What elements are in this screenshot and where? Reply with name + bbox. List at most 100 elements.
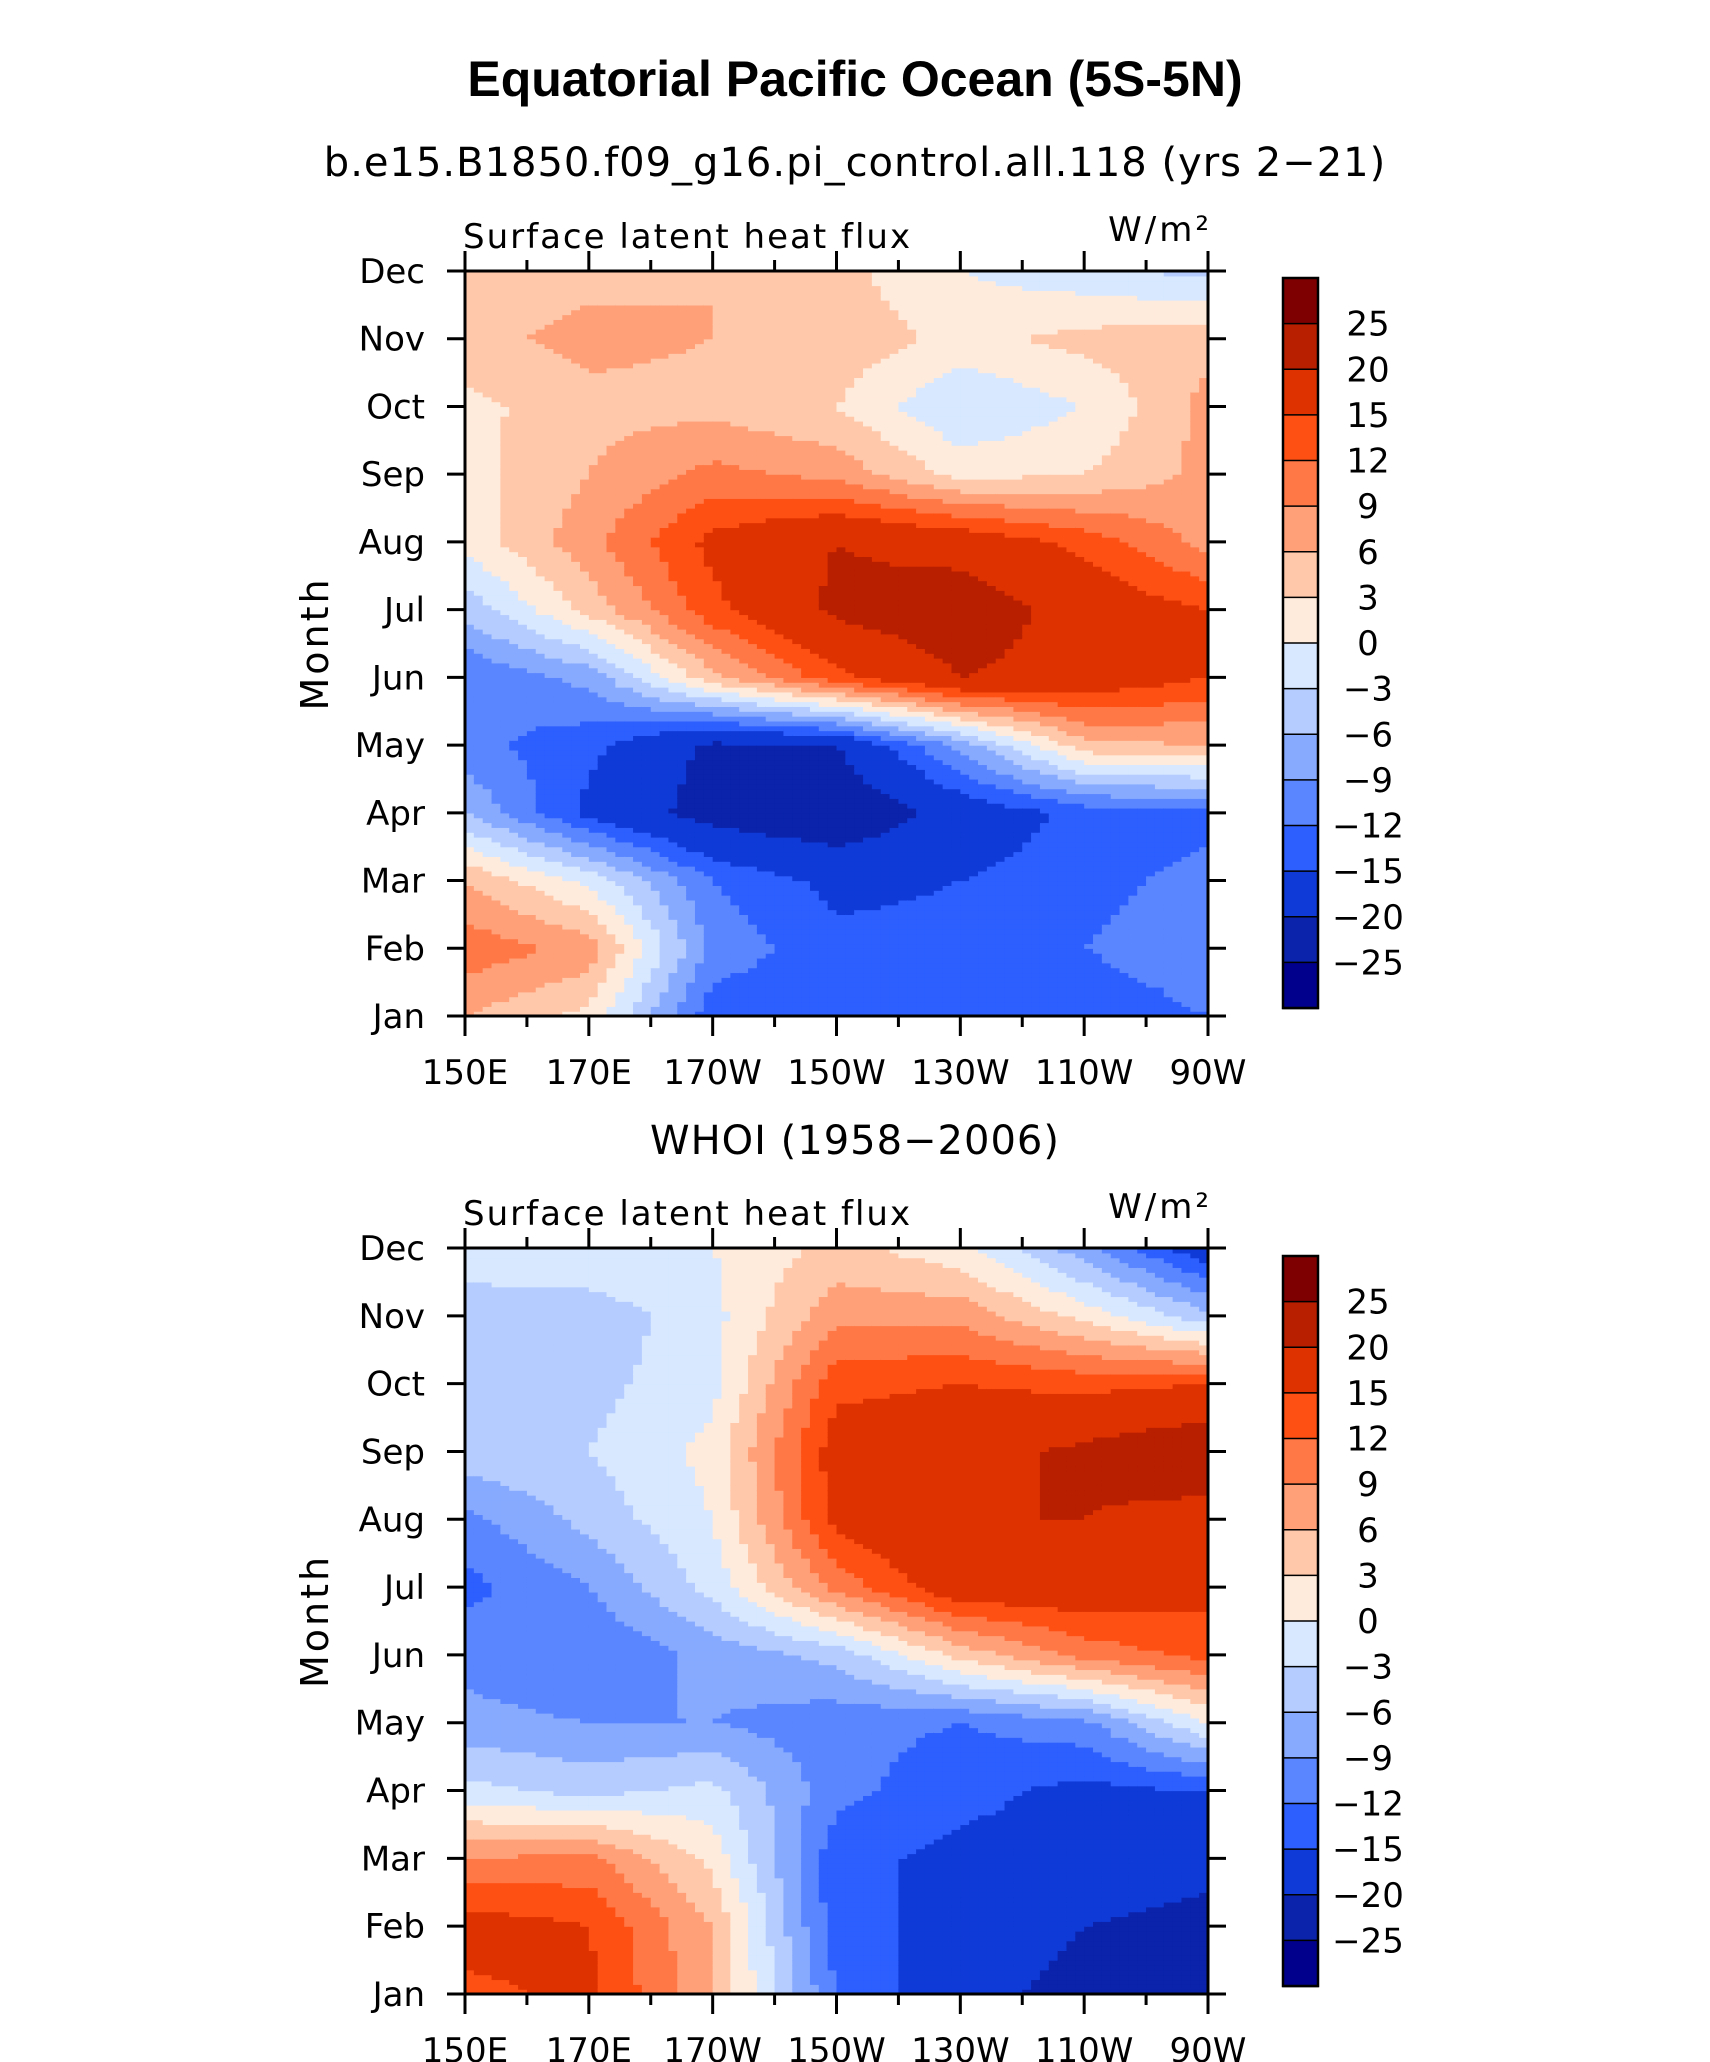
heat-cell xyxy=(491,329,501,335)
heat-cell xyxy=(686,658,696,664)
heat-cell xyxy=(624,778,634,785)
heat-cell xyxy=(588,580,599,587)
heat-cell xyxy=(579,914,590,920)
heat-cell xyxy=(615,556,625,562)
heat-cell xyxy=(571,701,581,707)
heat-cell xyxy=(606,595,616,601)
heat-cell xyxy=(694,367,705,374)
heat-cell xyxy=(491,875,501,882)
heat-cell xyxy=(730,846,740,853)
heat-cell xyxy=(641,812,652,819)
heat-cell xyxy=(553,275,563,282)
heat-cell xyxy=(650,329,661,335)
heat-cell xyxy=(615,701,625,707)
heat-cell xyxy=(588,837,599,843)
heat-cell xyxy=(624,701,634,707)
heat-cell xyxy=(518,280,528,287)
heat-cell xyxy=(500,275,510,282)
heat-cell xyxy=(615,377,625,383)
heat-cell xyxy=(668,875,678,882)
heat-cell xyxy=(739,943,749,949)
heat-cell xyxy=(526,435,537,441)
heat-cell xyxy=(597,435,608,441)
heat-cell xyxy=(491,740,501,746)
heat-cell xyxy=(633,556,643,562)
heat-cell xyxy=(606,435,616,441)
heat-cell xyxy=(562,280,572,287)
heat-cell xyxy=(686,333,696,340)
heat-cell xyxy=(606,585,616,591)
heat-cell xyxy=(491,609,501,616)
heat-cell xyxy=(650,512,661,519)
heat-cell xyxy=(473,914,484,920)
heat-cell xyxy=(624,280,634,287)
heat-cell xyxy=(650,416,661,422)
heat-cell xyxy=(659,861,670,867)
heat-cell xyxy=(712,962,723,969)
heat-cell xyxy=(491,295,501,301)
heat-cell xyxy=(579,333,590,340)
heat-cell xyxy=(465,406,475,412)
heat-cell xyxy=(588,570,599,577)
heat-cell xyxy=(677,933,687,940)
heat-cell xyxy=(500,483,510,490)
heat-cell xyxy=(712,783,723,790)
heat-cell xyxy=(597,870,608,877)
heat-cell xyxy=(544,769,555,775)
heat-cell xyxy=(686,493,696,499)
heat-cell xyxy=(562,551,572,558)
heat-cell xyxy=(588,280,599,287)
heat-cell xyxy=(579,329,590,335)
heat-cell xyxy=(739,522,749,528)
heat-cell xyxy=(615,972,625,978)
heat-cell xyxy=(518,425,528,432)
heat-cell xyxy=(633,866,643,872)
heat-cell xyxy=(465,711,475,717)
heat-cell xyxy=(473,812,484,819)
heat-cell xyxy=(624,614,634,620)
heat-cell xyxy=(571,416,581,422)
heat-cell xyxy=(739,488,749,495)
heat-cell xyxy=(686,735,696,741)
heat-cell xyxy=(686,595,696,601)
heat-cell xyxy=(606,527,616,533)
heat-cell xyxy=(615,948,625,954)
heat-cell xyxy=(535,556,546,562)
heat-cell xyxy=(473,745,484,751)
heat-cell xyxy=(500,459,510,466)
heat-cell xyxy=(730,503,740,509)
heat-cell xyxy=(659,924,670,930)
heat-cell xyxy=(633,517,643,524)
heat-cell xyxy=(748,716,758,722)
heat-cell xyxy=(597,595,608,601)
heat-cell xyxy=(694,329,705,335)
heat-cell xyxy=(712,275,723,282)
heat-cell xyxy=(677,696,687,703)
heat-cell xyxy=(579,1011,590,1017)
heat-cell xyxy=(739,561,749,567)
heat-cell xyxy=(641,933,652,940)
heat-cell xyxy=(703,440,714,446)
heat-cell xyxy=(518,764,528,770)
heat-cell xyxy=(482,551,493,558)
heat-cell xyxy=(597,890,608,896)
heat-cell xyxy=(579,953,590,959)
heat-cell xyxy=(677,716,687,722)
heat-cell xyxy=(668,759,678,766)
heat-cell xyxy=(579,387,590,393)
heat-cell xyxy=(694,570,705,577)
heat-cell xyxy=(553,924,563,930)
heat-cell xyxy=(509,638,519,645)
heat-cell xyxy=(739,391,749,398)
heat-cell xyxy=(491,319,501,325)
heat-cell xyxy=(597,483,608,490)
heat-cell xyxy=(712,759,723,766)
heat-cell xyxy=(730,914,740,920)
heat-cell xyxy=(677,832,687,838)
heat-cell xyxy=(465,575,475,582)
heat-cell xyxy=(588,953,599,959)
heat-cell xyxy=(650,851,661,857)
heat-cell xyxy=(721,711,731,717)
heat-cell xyxy=(526,575,537,582)
heat-cell xyxy=(518,701,528,707)
